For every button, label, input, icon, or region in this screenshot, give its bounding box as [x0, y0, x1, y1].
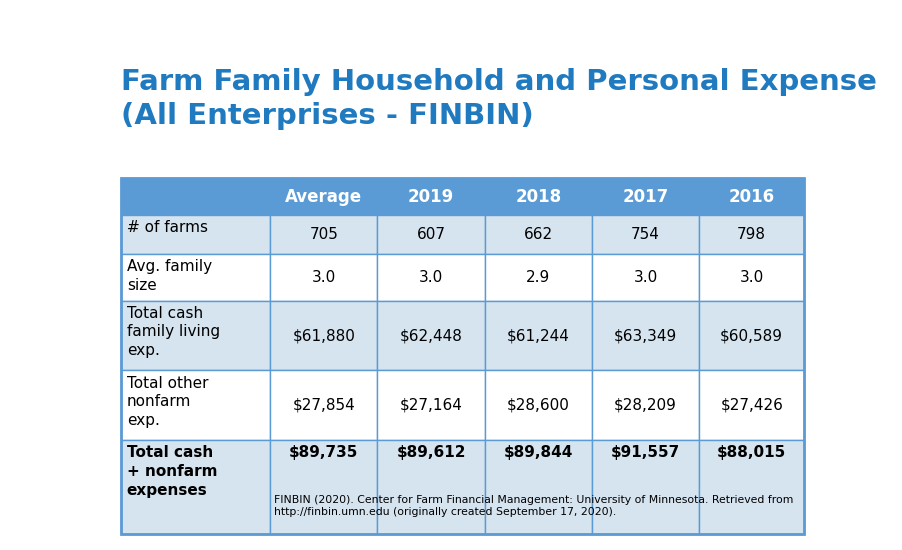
Text: $27,854: $27,854 — [292, 398, 354, 413]
FancyBboxPatch shape — [484, 441, 591, 534]
FancyBboxPatch shape — [270, 371, 377, 441]
Text: FINBIN (2020). Center for Farm Financial Management: University of Minnesota. Re: FINBIN (2020). Center for Farm Financial… — [274, 494, 793, 518]
Text: 2017: 2017 — [621, 188, 667, 206]
Text: 2018: 2018 — [515, 188, 561, 206]
FancyBboxPatch shape — [377, 441, 484, 534]
FancyBboxPatch shape — [698, 371, 804, 441]
FancyBboxPatch shape — [121, 254, 270, 301]
Text: $62,448: $62,448 — [400, 328, 462, 343]
Text: 2016: 2016 — [728, 188, 774, 206]
Text: $89,735: $89,735 — [289, 446, 358, 460]
Text: Total cash
family living
exp.: Total cash family living exp. — [126, 306, 220, 358]
Text: 2019: 2019 — [408, 188, 454, 206]
FancyBboxPatch shape — [377, 301, 484, 371]
Text: 3.0: 3.0 — [739, 270, 763, 285]
FancyBboxPatch shape — [377, 178, 484, 215]
Text: 705: 705 — [309, 227, 338, 242]
FancyBboxPatch shape — [270, 301, 377, 371]
Text: 754: 754 — [630, 227, 659, 242]
FancyBboxPatch shape — [270, 178, 377, 215]
FancyBboxPatch shape — [591, 371, 698, 441]
Text: 798: 798 — [736, 227, 766, 242]
FancyBboxPatch shape — [484, 178, 591, 215]
FancyBboxPatch shape — [121, 178, 270, 215]
FancyBboxPatch shape — [591, 441, 698, 534]
Text: 3.0: 3.0 — [419, 270, 443, 285]
Text: Total other
nonfarm
exp.: Total other nonfarm exp. — [126, 376, 208, 428]
FancyBboxPatch shape — [484, 254, 591, 301]
FancyBboxPatch shape — [121, 441, 270, 534]
Text: Average: Average — [285, 188, 362, 206]
FancyBboxPatch shape — [484, 301, 591, 371]
FancyBboxPatch shape — [377, 371, 484, 441]
FancyBboxPatch shape — [270, 441, 377, 534]
Text: $89,612: $89,612 — [396, 446, 465, 460]
Text: Farm Family Household and Personal Expense
(All Enterprises - FINBIN): Farm Family Household and Personal Expen… — [121, 68, 876, 130]
Text: $61,244: $61,244 — [506, 328, 569, 343]
Text: 2.9: 2.9 — [526, 270, 550, 285]
Text: 3.0: 3.0 — [311, 270, 336, 285]
Text: Avg. family
size: Avg. family size — [126, 259, 212, 293]
FancyBboxPatch shape — [484, 215, 591, 254]
FancyBboxPatch shape — [591, 178, 698, 215]
Text: 3.0: 3.0 — [632, 270, 657, 285]
Text: $27,164: $27,164 — [400, 398, 462, 413]
FancyBboxPatch shape — [270, 215, 377, 254]
FancyBboxPatch shape — [591, 215, 698, 254]
FancyBboxPatch shape — [121, 371, 270, 441]
FancyBboxPatch shape — [484, 371, 591, 441]
FancyBboxPatch shape — [377, 215, 484, 254]
Text: $63,349: $63,349 — [613, 328, 676, 343]
Text: $88,015: $88,015 — [716, 446, 786, 460]
FancyBboxPatch shape — [270, 254, 377, 301]
FancyBboxPatch shape — [121, 215, 270, 254]
Text: $60,589: $60,589 — [720, 328, 782, 343]
Text: 662: 662 — [523, 227, 552, 242]
FancyBboxPatch shape — [698, 441, 804, 534]
Text: $28,209: $28,209 — [613, 398, 676, 413]
FancyBboxPatch shape — [377, 254, 484, 301]
FancyBboxPatch shape — [591, 254, 698, 301]
Text: # of farms: # of farms — [126, 220, 207, 235]
Text: $61,880: $61,880 — [292, 328, 354, 343]
FancyBboxPatch shape — [591, 301, 698, 371]
FancyBboxPatch shape — [698, 178, 804, 215]
FancyBboxPatch shape — [698, 254, 804, 301]
Text: $89,844: $89,844 — [503, 446, 572, 460]
Text: Total cash
+ nonfarm
expenses: Total cash + nonfarm expenses — [126, 446, 217, 498]
FancyBboxPatch shape — [698, 301, 804, 371]
Text: $28,600: $28,600 — [506, 398, 569, 413]
Text: $27,426: $27,426 — [720, 398, 782, 413]
FancyBboxPatch shape — [121, 301, 270, 371]
Text: $91,557: $91,557 — [610, 446, 679, 460]
Text: 607: 607 — [416, 227, 445, 242]
FancyBboxPatch shape — [698, 215, 804, 254]
